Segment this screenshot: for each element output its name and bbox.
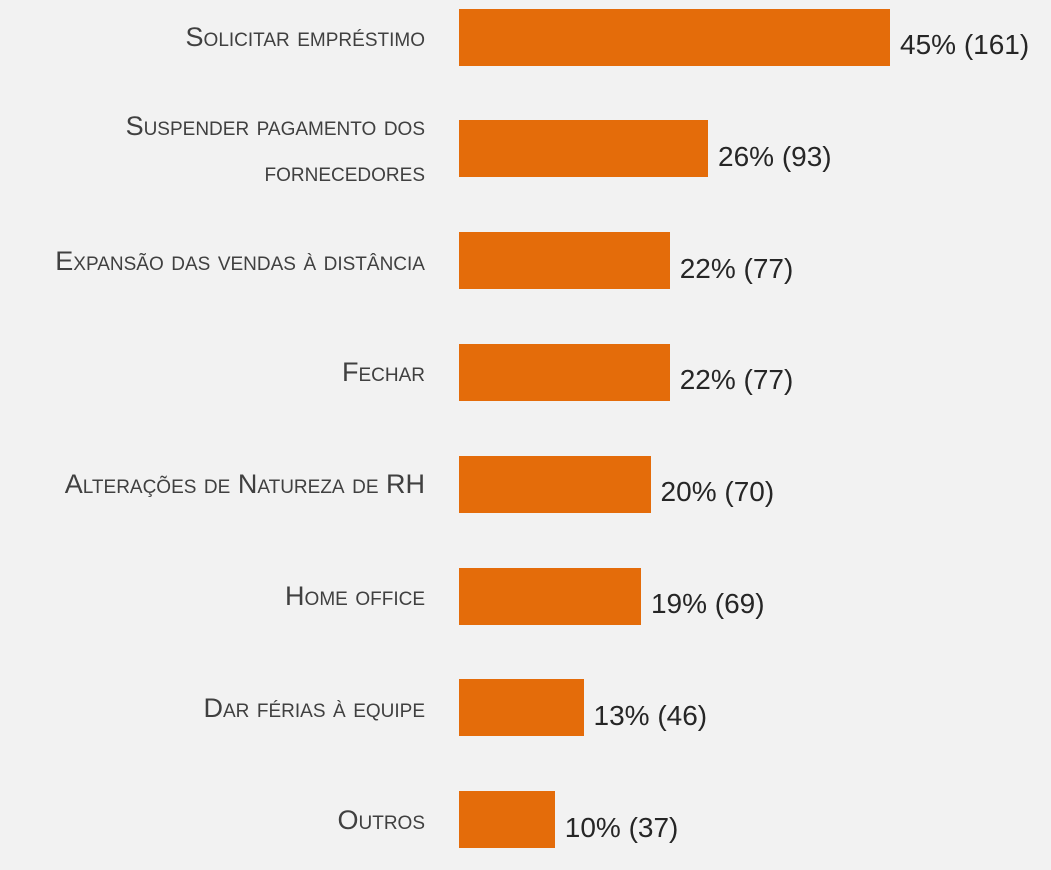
value-label: 45% (161) — [900, 29, 1030, 60]
bar — [459, 8, 890, 66]
category-label: Alterações de Natureza de RH — [64, 469, 425, 500]
value-label: 26% (93) — [718, 140, 832, 172]
category-label: Dar férias à equipe — [203, 692, 426, 723]
value-label: 19% (69) — [650, 588, 765, 619]
value-label: 22% (77) — [679, 364, 794, 396]
bar — [459, 567, 641, 625]
value-label: 13% (46) — [593, 699, 708, 731]
category-label: Solicitar empréstimo — [185, 22, 425, 52]
category-label: Outros — [337, 804, 425, 835]
bar — [459, 343, 670, 401]
bar — [459, 455, 651, 513]
category-label: Home office — [285, 581, 425, 611]
bar — [459, 791, 555, 849]
bar — [459, 232, 670, 290]
category-label: Fechar — [341, 357, 425, 388]
category-label: Expansão das vendas à distância — [55, 245, 425, 276]
chart: Solicitar empréstimo 45% (161) Suspender p… — [55, 8, 1030, 849]
category-label: Suspender pagamento dos fornecedores — [125, 110, 425, 187]
value-label: 20% (70) — [660, 476, 775, 508]
bar — [459, 679, 584, 737]
bar — [459, 120, 709, 178]
value-label: 10% (37) — [564, 811, 679, 843]
value-label: 22% (77) — [679, 252, 794, 284]
